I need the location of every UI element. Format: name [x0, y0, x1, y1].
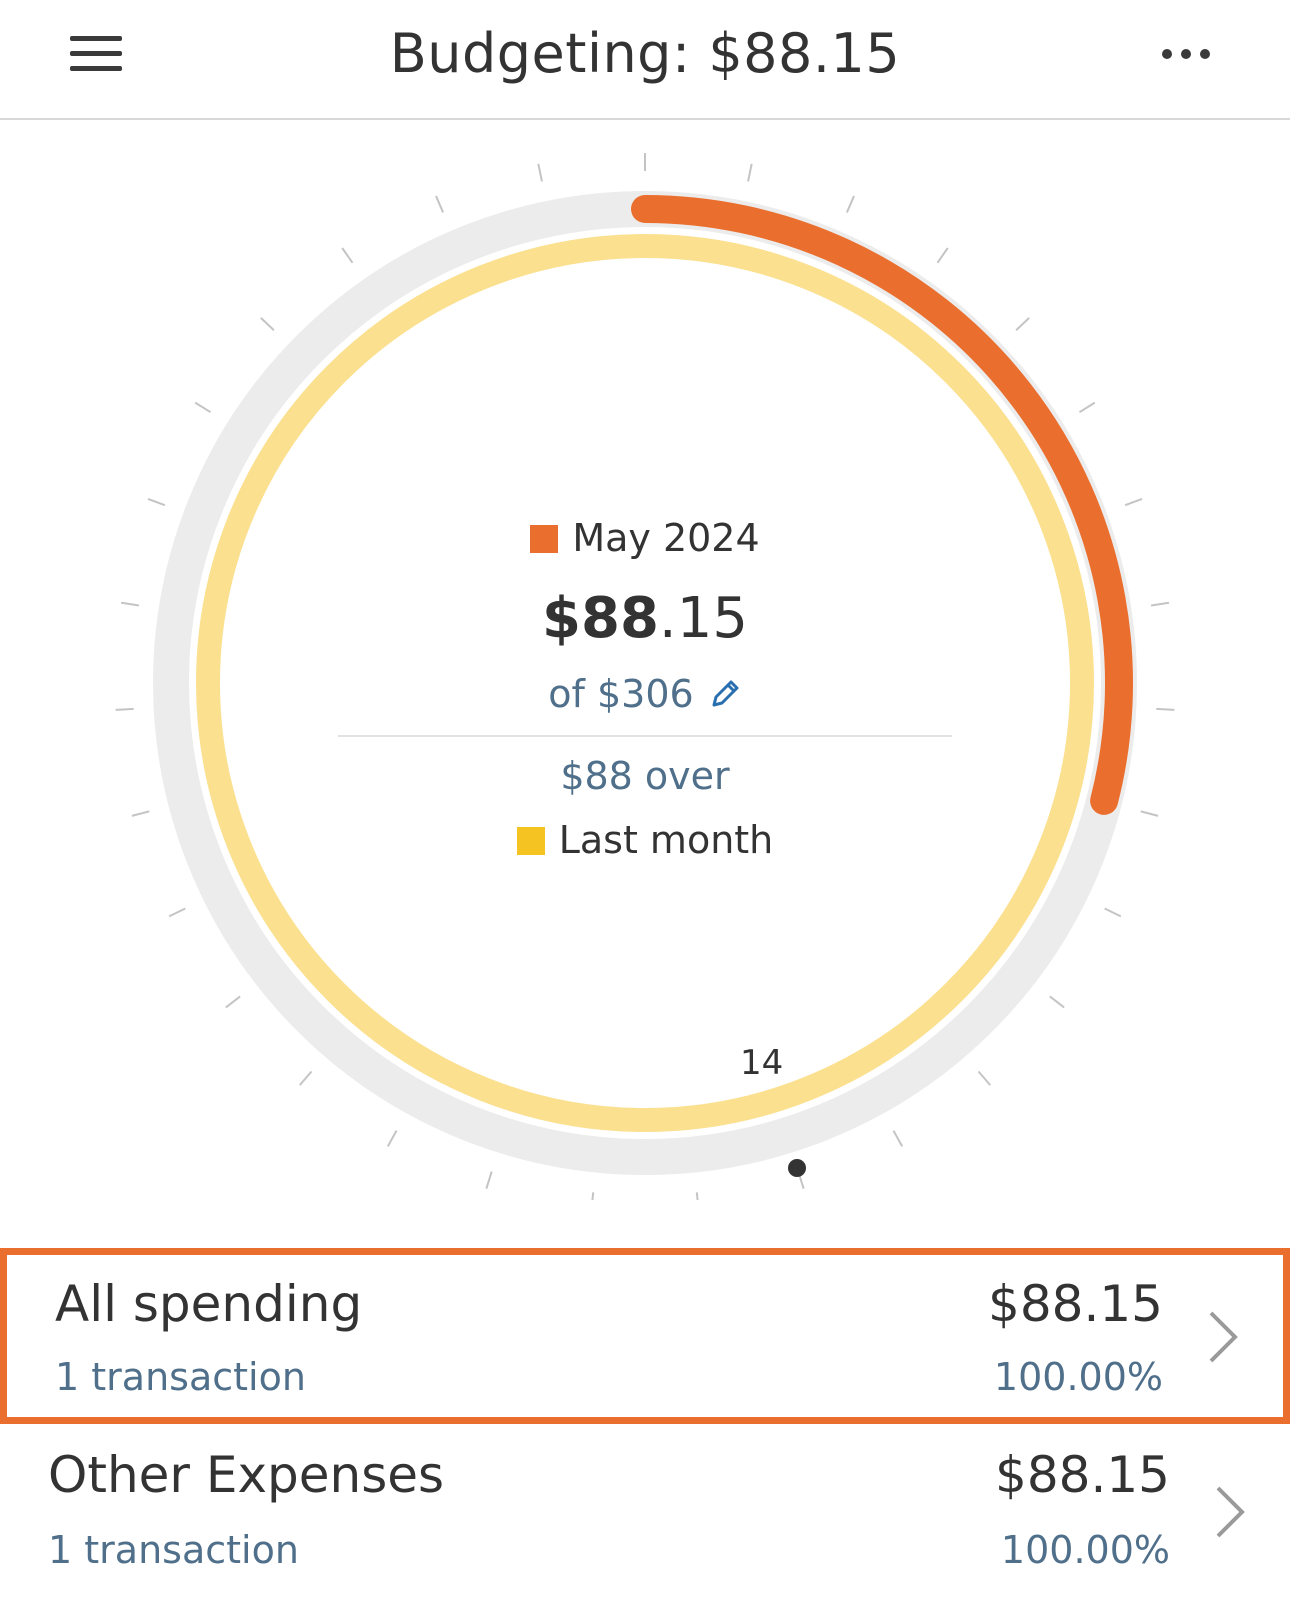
spent-amount-dollars: $88 [542, 586, 659, 651]
dial-tick [485, 1171, 493, 1189]
category-percent: 100.00% [993, 1355, 1163, 1399]
dial-tick [1140, 810, 1159, 817]
current-month-label: May 2024 [572, 516, 760, 560]
dial-tick [537, 163, 543, 182]
dial-tick [168, 907, 186, 918]
last-month-ring [196, 234, 1094, 1132]
spent-amount-cents: .15 [658, 586, 748, 651]
chevron-right-icon [1210, 1482, 1250, 1542]
list-item-all-spending[interactable]: All spending 1 transaction $88.15 100.00… [0, 1248, 1290, 1424]
last-month-swatch [516, 827, 545, 855]
pencil-edit-icon[interactable] [708, 676, 742, 720]
spent-amount: $88.15 [320, 586, 970, 651]
transaction-count: 1 transaction [55, 1355, 306, 1399]
summary-divider [338, 735, 952, 737]
dial-tick [747, 163, 753, 182]
current-month-legend: May 2024 [320, 516, 970, 560]
dial-tick [120, 601, 140, 607]
dial-tick [131, 810, 150, 817]
day-of-month-label: 14 [740, 1043, 784, 1083]
category-amount: $88.15 [988, 1275, 1163, 1333]
transaction-count: 1 transaction [48, 1528, 299, 1572]
today-marker-dot [788, 1159, 806, 1177]
category-name: All spending [55, 1275, 363, 1333]
dial-tick [194, 401, 212, 414]
hamburger-menu-icon[interactable] [62, 30, 132, 80]
dial-tick [147, 497, 166, 507]
dial-tick [115, 707, 134, 711]
dial-ticks [115, 153, 1175, 1200]
last-month-legend: Last month [320, 818, 970, 862]
category-name: Other Expenses [48, 1446, 445, 1504]
dial-tick [225, 995, 241, 1009]
dial-tick [435, 195, 445, 213]
page-title: Budgeting: $88.15 [389, 22, 901, 85]
category-amount: $88.15 [995, 1446, 1170, 1504]
app-header: Budgeting: $88.15 [0, 0, 1290, 120]
dial-tick [299, 1070, 313, 1086]
dial-tick [1104, 907, 1122, 918]
category-percent: 100.00% [1000, 1528, 1170, 1572]
dial-tick [695, 1192, 699, 1200]
dial-tick [1156, 707, 1175, 711]
dial-tick [1150, 601, 1170, 607]
budget-dial [115, 153, 1175, 1200]
chevron-right-icon [1203, 1307, 1243, 1367]
dial-center-summary: May 2024 $88.15 of $306 $88 over Last mo… [320, 0, 970, 1617]
current-spending-arc [631, 195, 1133, 815]
dial-tick [386, 1130, 398, 1147]
dial-tick [1015, 317, 1030, 331]
more-options-icon[interactable] [1160, 36, 1224, 72]
dial-tick [591, 1192, 595, 1200]
dial-tick [1124, 497, 1143, 507]
dial-tick [845, 195, 855, 213]
list-item-other-expenses[interactable]: Other Expenses 1 transaction $88.15 100.… [0, 1424, 1290, 1600]
dial-tick [892, 1130, 904, 1147]
budget-limit[interactable]: of $306 [320, 672, 970, 720]
dial-tick [1078, 401, 1096, 414]
dial-tick [260, 317, 275, 331]
dial-tick [1049, 995, 1065, 1009]
current-month-swatch [530, 525, 559, 553]
dial-tick [977, 1070, 991, 1086]
dial-tick [936, 247, 949, 264]
last-month-label: Last month [558, 818, 774, 862]
dial-tick [341, 247, 354, 264]
over-budget-text: $88 over [560, 754, 730, 798]
budget-limit-text: of $306 [548, 672, 694, 716]
